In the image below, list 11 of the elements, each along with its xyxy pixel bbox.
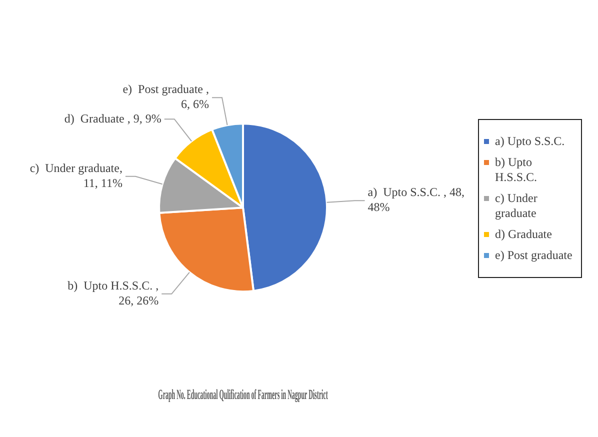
data-label: a) Upto S.S.C. , 48, 48% [368,185,464,214]
data-label: c) Under graduate, 11, 11% [30,161,122,190]
data-label: e) Post graduate , 6, 6% [122,82,210,112]
legend-label: e) Post graduate [495,248,572,262]
text: Graph No. Educational Qulification of Farmers in Nagpur District [158,388,328,404]
legend-label: d) Graduate [495,226,552,242]
legend-label: b) Upto H.S.S.C. [495,154,538,184]
legend-label: c) Under graduate [495,190,538,220]
legend-label: a) Upto S.S.C. [495,134,565,148]
data-label: d) Graduate , 9, 9% [64,111,162,126]
data-label: b) Upto H.S.S.C. , 26, 26% [68,278,159,308]
